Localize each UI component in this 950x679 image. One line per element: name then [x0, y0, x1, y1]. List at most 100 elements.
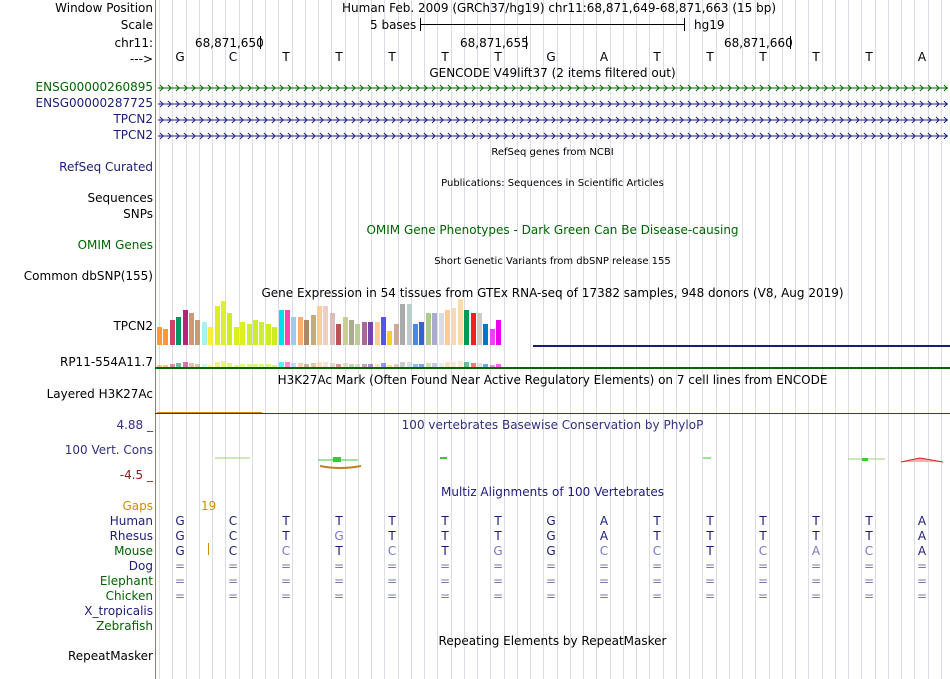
repeatmasker-track-title[interactable]: Repeating Elements by RepeatMasker	[438, 634, 667, 648]
gtex-tissue-bar[interactable]	[291, 317, 297, 345]
species-label-rhesus[interactable]: Rhesus	[109, 529, 153, 543]
reference-base[interactable]: A	[599, 50, 609, 64]
gtex-tissue-bar[interactable]	[496, 364, 502, 367]
gtex-tissue-bar[interactable]	[355, 364, 361, 367]
gtex-tissue-bar[interactable]	[464, 362, 470, 367]
reference-base[interactable]: T	[865, 50, 873, 64]
gtex-tissue-bar[interactable]	[496, 320, 502, 345]
gtex-tissue-bar[interactable]	[278, 362, 284, 367]
gtex-tissue-bar[interactable]	[201, 322, 207, 345]
gtex-tissue-bar[interactable]	[419, 322, 425, 345]
repeatmasker-track-label[interactable]: RepeatMasker	[67, 649, 153, 663]
gtex-tissue-bar[interactable]	[265, 364, 271, 367]
gtex-tissue-bar[interactable]	[329, 313, 335, 345]
gtex-tissue-bar[interactable]	[470, 363, 476, 367]
gtex-tissue-bar[interactable]	[323, 306, 329, 345]
gtex-tissue-bar[interactable]	[195, 364, 201, 367]
gtex-gene-label[interactable]: RP11-554A11.7	[59, 355, 153, 369]
gtex-tissue-bar[interactable]	[227, 313, 233, 345]
gtex-tissue-bar[interactable]	[214, 362, 220, 367]
gtex-tissue-bar[interactable]	[233, 327, 239, 345]
gtex-tissue-bar[interactable]	[451, 308, 457, 345]
gtex-tissue-bar[interactable]	[246, 364, 252, 367]
gtex-tissue-bar[interactable]	[195, 320, 201, 345]
gtex-tissue-bar[interactable]	[221, 301, 227, 345]
gtex-tissue-bar[interactable]	[336, 364, 342, 367]
gtex-tissue-bar[interactable]	[169, 320, 175, 345]
gtex-tissue-bar[interactable]	[374, 322, 380, 345]
gtex-tissue-bar[interactable]	[483, 364, 489, 367]
reference-base[interactable]: C	[228, 50, 238, 64]
reference-base[interactable]: T	[282, 50, 290, 64]
gtex-tissue-bar[interactable]	[413, 364, 419, 367]
gtex-tissue-bar[interactable]	[432, 313, 438, 345]
reference-base[interactable]: T	[494, 50, 502, 64]
reference-base[interactable]: T	[653, 50, 661, 64]
omim-track-title[interactable]: OMIM Gene Phenotypes - Dark Green Can Be…	[366, 223, 739, 237]
multiz-track-title[interactable]: Multiz Alignments of 100 Vertebrates	[440, 485, 665, 499]
gtex-tissue-bar[interactable]	[451, 362, 457, 367]
gtex-tissue-bar[interactable]	[265, 324, 271, 345]
gtex-tissue-bar[interactable]	[361, 322, 367, 345]
sequences-label[interactable]: Sequences	[87, 191, 153, 205]
gtex-gene-label[interactable]: TPCN2	[113, 319, 153, 333]
gtex-tissue-bar[interactable]	[400, 304, 406, 345]
omim-track-label[interactable]: OMIM Genes	[77, 238, 153, 252]
gtex-tissue-bar[interactable]	[381, 317, 387, 345]
gtex-tissue-bar[interactable]	[361, 364, 367, 367]
gtex-tissue-bar[interactable]	[470, 313, 476, 345]
dbsnp-track-title[interactable]: Short Genetic Variants from dbSNP releas…	[434, 256, 671, 267]
gtex-tissue-bar[interactable]	[253, 320, 259, 345]
gtex-tissue-bar[interactable]	[381, 363, 387, 367]
gtex-tissue-bar[interactable]	[278, 310, 284, 345]
gtex-tissue-bar[interactable]	[176, 317, 182, 345]
gtex-tissue-bar[interactable]	[304, 364, 310, 367]
h3k27ac-track-label[interactable]: Layered H3K27Ac	[46, 387, 153, 401]
gtex-tissue-bar[interactable]	[406, 362, 412, 367]
gtex-tissue-bar[interactable]	[387, 331, 393, 345]
reference-base[interactable]: T	[441, 50, 449, 64]
gtex-tissue-bar[interactable]	[349, 320, 355, 345]
gtex-track-title[interactable]: Gene Expression in 54 tissues from GTEx …	[261, 286, 844, 300]
gtex-tissue-bar[interactable]	[457, 299, 463, 345]
gtex-tissue-bar[interactable]	[259, 322, 265, 345]
gtex-tissue-bar[interactable]	[464, 310, 470, 345]
gtex-tissue-bar[interactable]	[176, 363, 182, 367]
gtex-tissue-bar[interactable]	[457, 361, 463, 367]
gtex-tissue-bar[interactable]	[368, 322, 374, 345]
gtex-tissue-bar[interactable]	[240, 364, 246, 367]
gtex-tissue-bar[interactable]	[208, 365, 214, 367]
gtex-tissue-bar[interactable]	[214, 306, 220, 345]
gtex-tissue-bar[interactable]	[342, 363, 348, 367]
gtex-tissue-bar[interactable]	[201, 364, 207, 367]
gtex-tissue-bar[interactable]	[349, 364, 355, 367]
gtex-tissue-bar[interactable]	[393, 324, 399, 345]
gtex-tissue-bar[interactable]	[221, 361, 227, 367]
gtex-tissue-bar[interactable]	[406, 304, 412, 345]
species-label-dog[interactable]: Dog	[128, 559, 153, 573]
gtex-tissue-bar[interactable]	[445, 310, 451, 345]
dbsnp-track-label[interactable]: Common dbSNP(155)	[23, 269, 153, 283]
gtex-tissue-bar[interactable]	[297, 317, 303, 345]
gtex-tissue-bar[interactable]	[182, 310, 188, 345]
species-label-x-tropicalis[interactable]: X_tropicalis	[84, 604, 153, 618]
gtex-tissue-bar[interactable]	[182, 362, 188, 367]
gtex-tissue-bar[interactable]	[477, 313, 483, 345]
gtex-tissue-bar[interactable]	[310, 315, 316, 345]
gencode-item-label[interactable]: TPCN2	[113, 128, 153, 142]
gtex-tissue-bar[interactable]	[489, 365, 495, 367]
gtex-tissue-bar[interactable]	[253, 364, 259, 367]
gtex-tissue-bar[interactable]	[393, 364, 399, 367]
snps-label[interactable]: SNPs	[123, 207, 153, 221]
gtex-tissue-bar[interactable]	[387, 365, 393, 367]
gtex-tissue-bar[interactable]	[342, 317, 348, 345]
refseq-track-title[interactable]: RefSeq genes from NCBI	[491, 147, 614, 158]
gtex-tissue-bar[interactable]	[317, 306, 323, 345]
gtex-tissue-bar[interactable]	[208, 327, 214, 345]
gtex-tissue-bar[interactable]	[400, 362, 406, 367]
reference-base[interactable]: G	[546, 50, 556, 64]
gtex-tissue-bar[interactable]	[374, 364, 380, 367]
gtex-tissue-bar[interactable]	[413, 324, 419, 345]
gtex-tissue-bar[interactable]	[329, 363, 335, 367]
reference-base[interactable]: A	[917, 50, 927, 64]
